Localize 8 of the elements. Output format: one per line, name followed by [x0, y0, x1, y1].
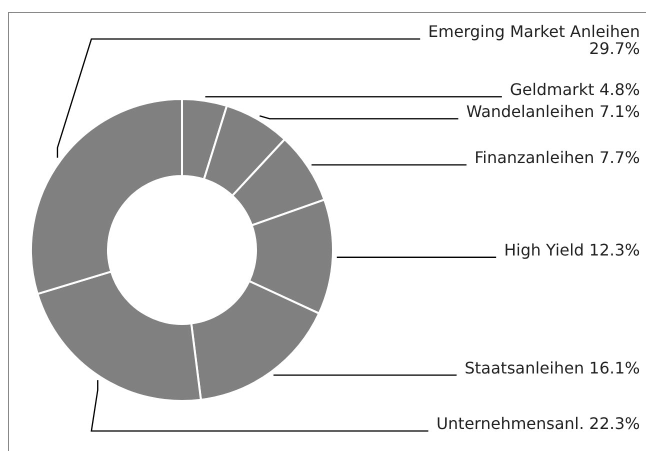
slice-label: Emerging Market Anleihen: [428, 22, 640, 42]
slice-label: Wandelanleihen 7.1%: [466, 102, 640, 121]
slice-label: Staatsanleihen 16.1%: [464, 358, 640, 378]
slice-label: High Yield 12.3%: [504, 240, 640, 260]
slice-label: Geldmarkt 4.8%: [510, 80, 640, 99]
data-label: 29.7%: [589, 39, 640, 58]
slice-label: Finanzanleihen 7.7%: [474, 148, 640, 168]
slice-label: Unternehmensanl. 22.3%: [436, 414, 640, 434]
